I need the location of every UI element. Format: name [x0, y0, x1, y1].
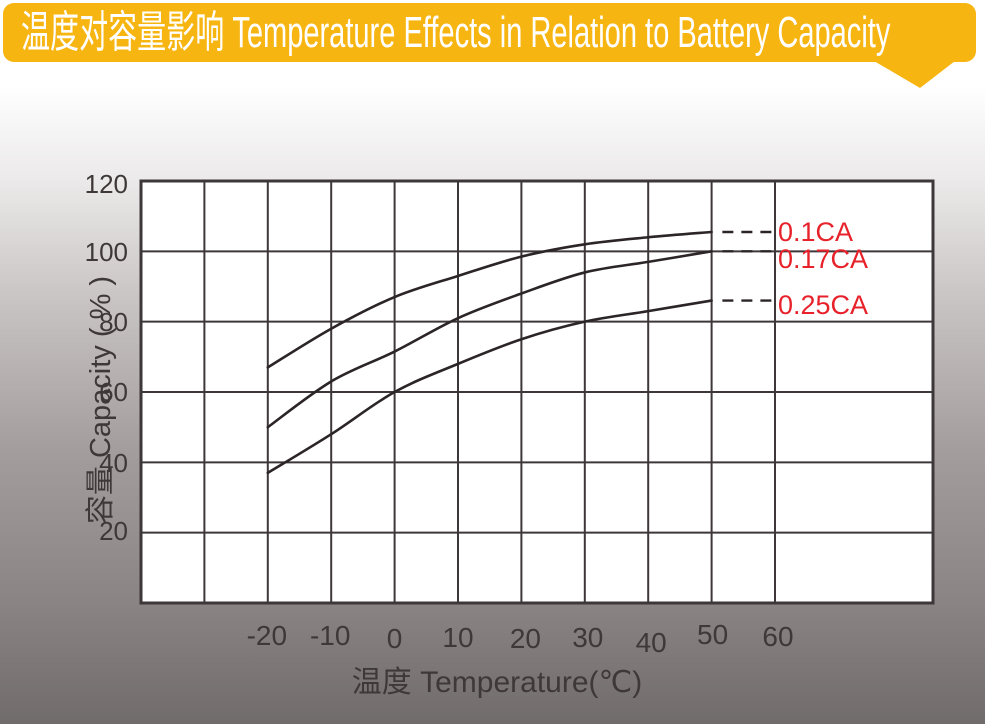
x-tick-label: 40 — [635, 627, 667, 658]
x-tick-label: -20 — [246, 620, 288, 651]
x-tick-label: 30 — [572, 622, 604, 653]
x-tick-label: 60 — [762, 621, 794, 652]
x-tick-label: 50 — [697, 619, 729, 650]
x-tick-label: 10 — [442, 622, 474, 653]
series-curve-0.17CA — [266, 250, 713, 429]
y-tick-label: 40 — [99, 448, 128, 479]
x-tick-label: -10 — [309, 620, 351, 651]
series-curve-0.25CA — [266, 299, 713, 475]
banner-tail — [874, 61, 955, 88]
page-title: 温度对容量影响 Temperature Effects in Relation … — [21, 8, 891, 57]
plot-border — [139, 179, 935, 605]
series-label-0.25CA: 0.25CA — [778, 289, 869, 320]
series-label-0.1CA: 0.1CA — [778, 216, 854, 247]
x-tick-label: 0 — [386, 623, 403, 654]
x-axis-title: 温度 Temperature(℃) — [351, 666, 643, 699]
x-tick-label: 20 — [509, 623, 541, 654]
y-tick-label: 100 — [84, 237, 128, 268]
y-tick-label: 20 — [99, 515, 128, 546]
y-axis-title: 容量 Capacity ( % ) — [85, 275, 117, 525]
series-label-0.17CA: 0.17CA — [778, 244, 869, 275]
y-tick-label: 60 — [99, 377, 128, 407]
y-tick-label: 120 — [84, 169, 128, 199]
y-tick-label: 80 — [99, 306, 128, 337]
title-banner: 温度对容量影响 Temperature Effects in Relation … — [3, 3, 976, 62]
series-curve-0.1CA — [266, 230, 713, 369]
